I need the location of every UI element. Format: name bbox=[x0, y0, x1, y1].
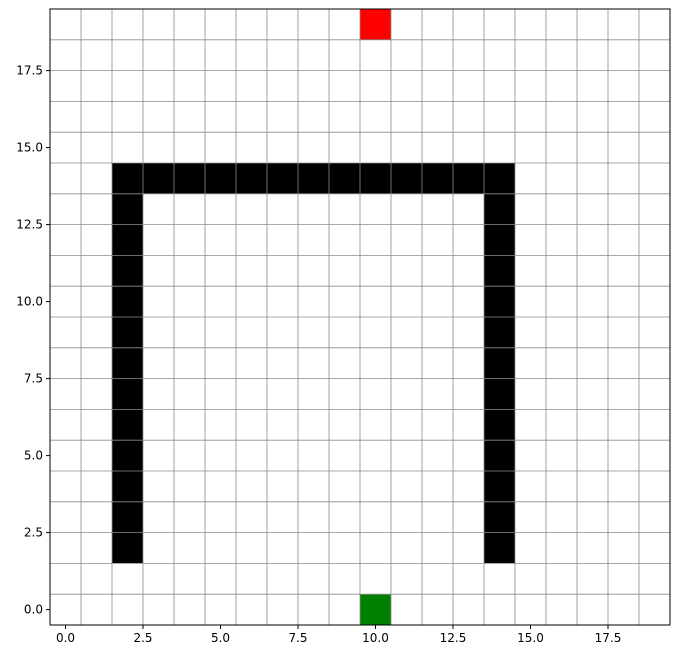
grid-cell bbox=[360, 594, 391, 625]
grid-cell bbox=[484, 224, 515, 256]
grid-cell bbox=[484, 532, 515, 564]
grid-cell bbox=[484, 193, 515, 225]
grid-cell bbox=[205, 163, 236, 194]
grid-cell bbox=[267, 163, 298, 194]
grid-cell bbox=[298, 163, 329, 194]
x-tick-label: 17.5 bbox=[595, 631, 622, 645]
x-tick-label: 0.0 bbox=[56, 631, 75, 645]
y-axis: 0.0 2.5 5.0 7.5 10.0 12.5 15.0 17.5 bbox=[16, 64, 50, 617]
grid-cell bbox=[112, 471, 143, 502]
y-tick-label: 15.0 bbox=[16, 141, 43, 155]
grid-lines bbox=[50, 9, 670, 625]
grid-cell bbox=[236, 163, 267, 194]
axes-frame bbox=[49, 8, 671, 626]
grid-cell bbox=[329, 163, 360, 194]
y-tick-label: 0.0 bbox=[24, 603, 43, 617]
grid-cell bbox=[484, 440, 515, 471]
grid-cell bbox=[360, 163, 391, 194]
cells-layer bbox=[112, 9, 515, 625]
grid-cell bbox=[112, 532, 143, 564]
x-tick-label: 12.5 bbox=[440, 631, 467, 645]
grid-cell bbox=[391, 163, 422, 194]
grid-cell bbox=[112, 255, 143, 287]
grid-cell bbox=[484, 255, 515, 287]
grid-cell bbox=[112, 409, 143, 441]
y-tick-label: 7.5 bbox=[24, 372, 43, 386]
x-tick-label: 5.0 bbox=[211, 631, 230, 645]
grid-cell bbox=[112, 440, 143, 471]
grid-cell bbox=[484, 347, 515, 379]
x-tick-label: 10.0 bbox=[362, 631, 389, 645]
grid-cell bbox=[112, 193, 143, 225]
grid-cell bbox=[484, 317, 515, 348]
grid-cell bbox=[112, 163, 143, 194]
grid-cell bbox=[112, 347, 143, 379]
grid-cell bbox=[143, 163, 174, 194]
grid-cell bbox=[484, 286, 515, 317]
grid-cell bbox=[112, 378, 143, 410]
grid-cell bbox=[484, 501, 515, 533]
grid-cell bbox=[484, 409, 515, 441]
grid-cell bbox=[484, 163, 515, 194]
x-tick-label: 2.5 bbox=[133, 631, 152, 645]
x-tick-label: 7.5 bbox=[288, 631, 307, 645]
y-tick-label: 5.0 bbox=[24, 449, 43, 463]
y-tick-label: 12.5 bbox=[16, 218, 43, 232]
grid-cell bbox=[112, 317, 143, 348]
grid-cell bbox=[174, 163, 205, 194]
grid-cell bbox=[112, 286, 143, 317]
grid-cell bbox=[360, 9, 391, 40]
y-tick-label: 10.0 bbox=[16, 295, 43, 309]
grid-cell bbox=[484, 378, 515, 410]
y-tick-label: 17.5 bbox=[16, 64, 43, 78]
grid-cell bbox=[112, 501, 143, 533]
grid-cell bbox=[112, 224, 143, 256]
grid-cell bbox=[453, 163, 484, 194]
grid-cell bbox=[484, 471, 515, 502]
x-tick-label: 15.0 bbox=[517, 631, 544, 645]
x-axis: 0.0 2.5 5.0 7.5 10.0 12.5 15.0 17.5 bbox=[56, 625, 621, 645]
grid-cell bbox=[422, 163, 453, 194]
y-tick-label: 2.5 bbox=[24, 526, 43, 540]
